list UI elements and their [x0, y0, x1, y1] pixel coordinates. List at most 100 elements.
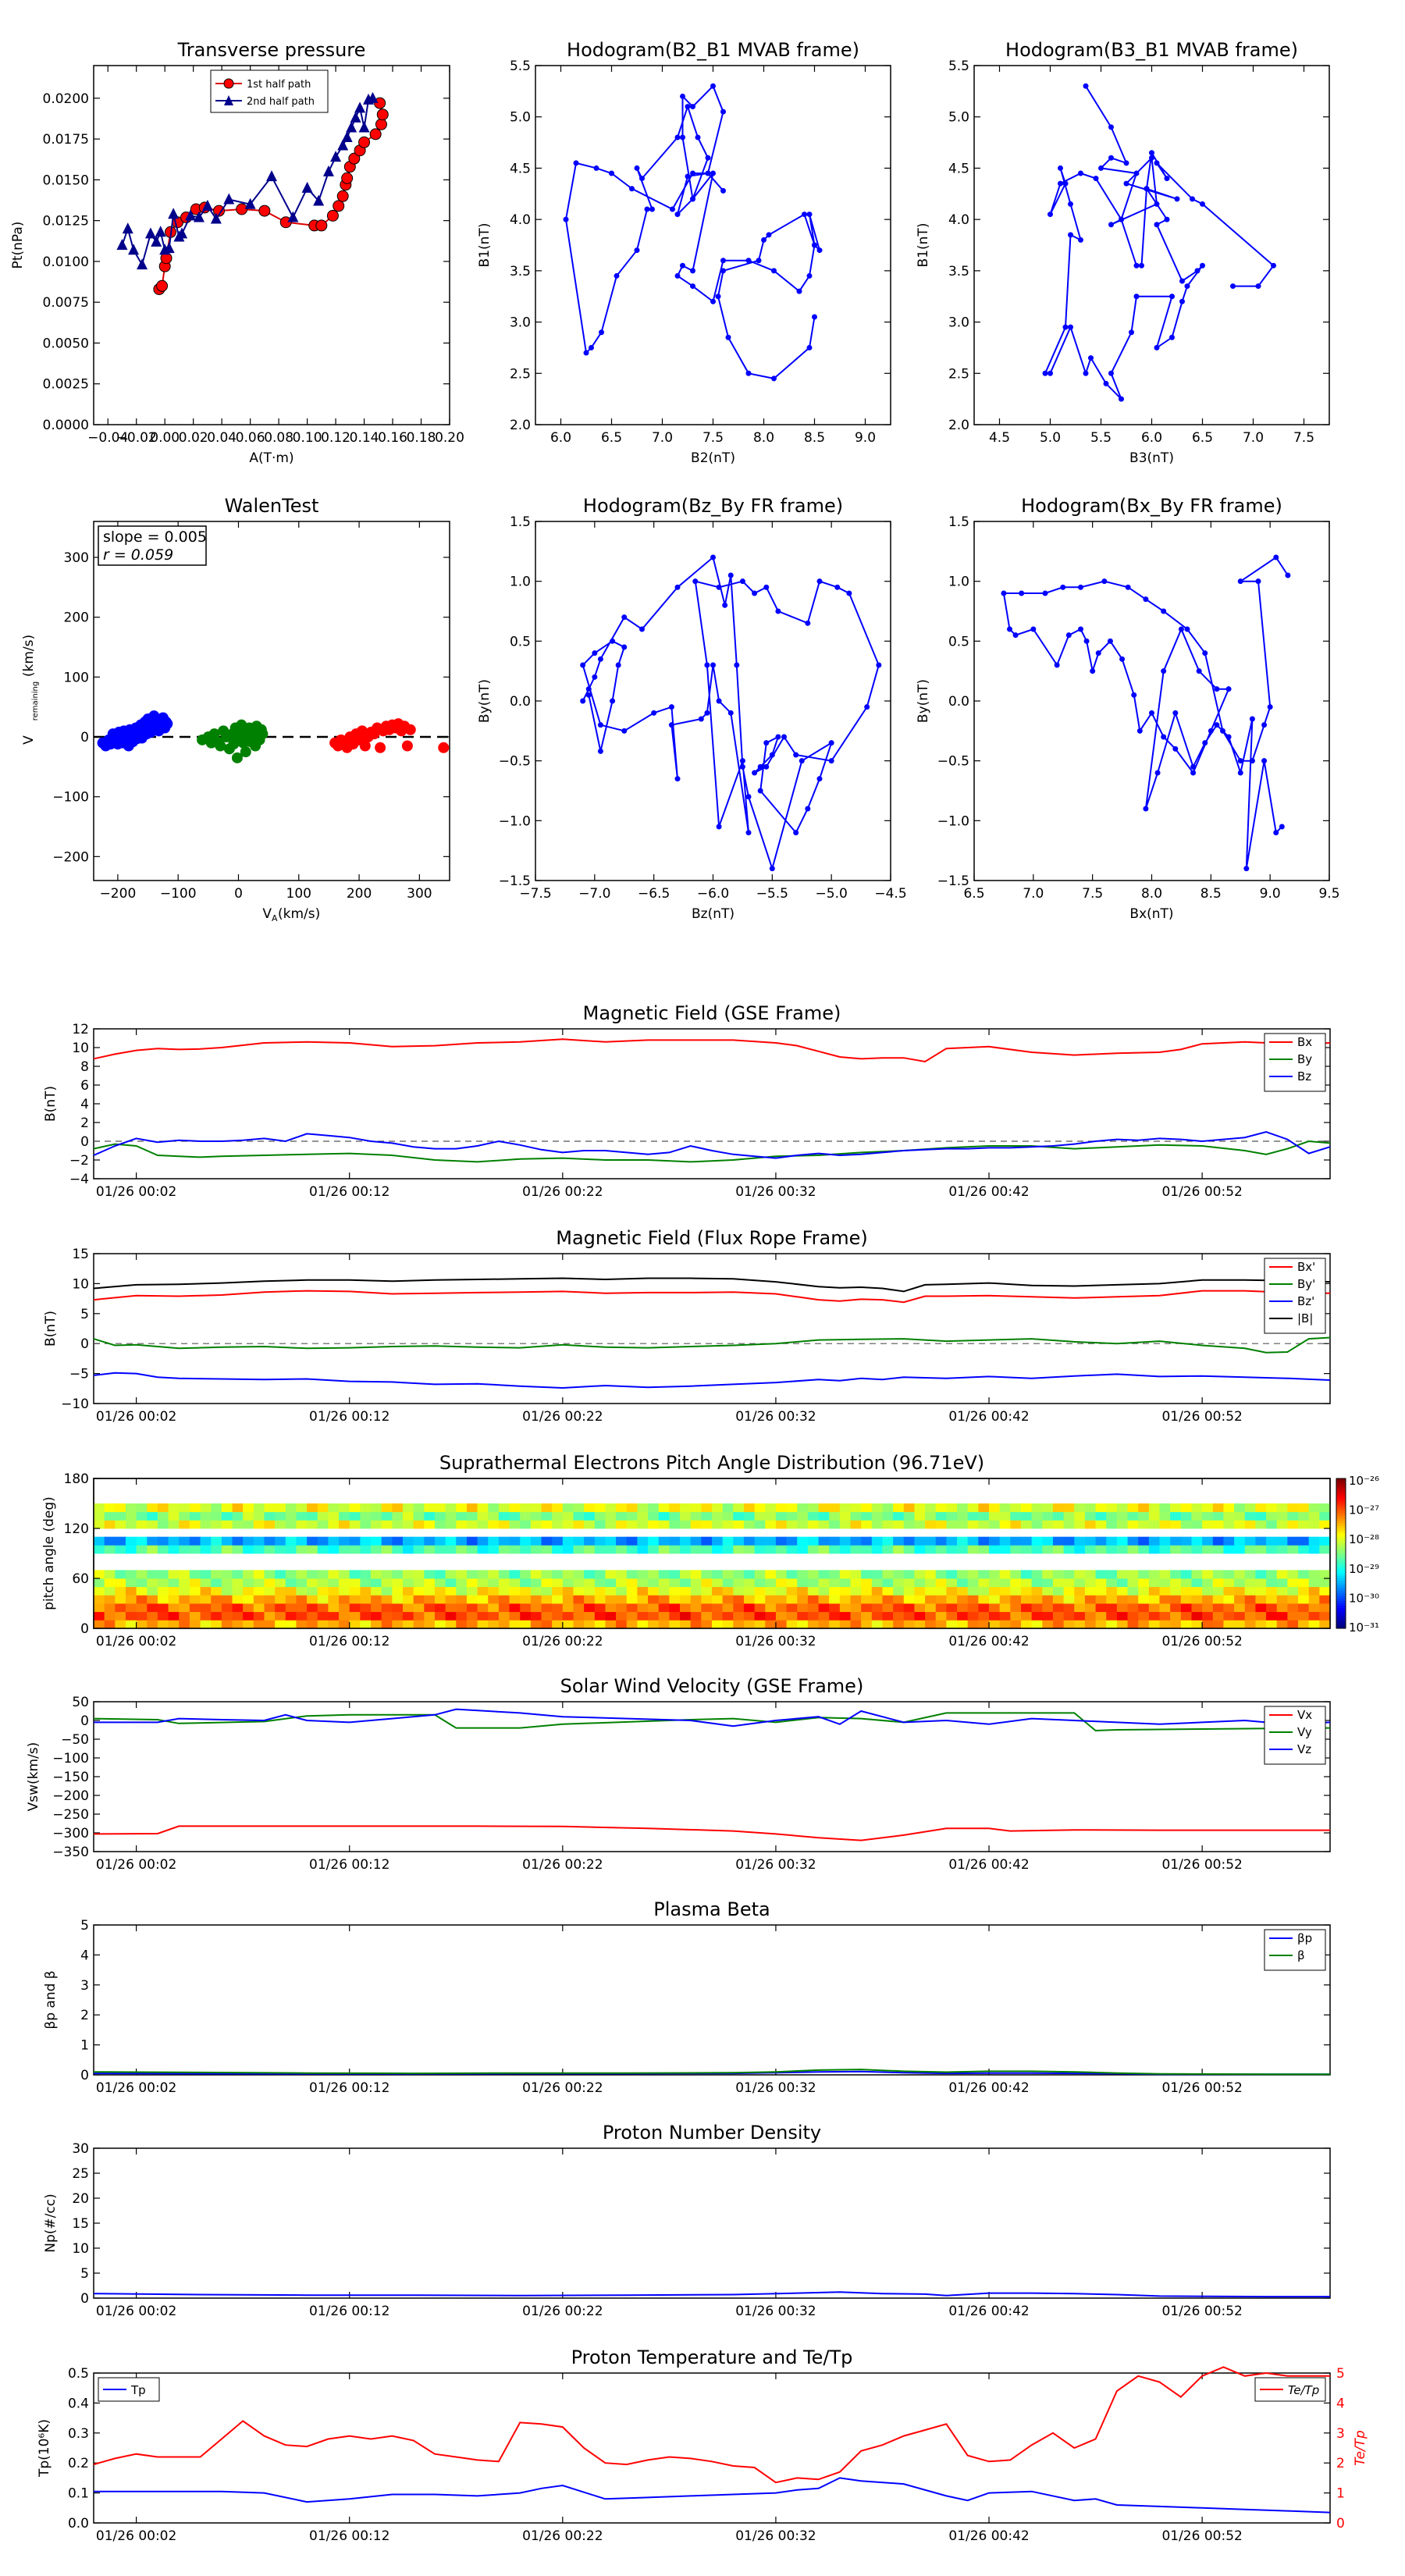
- pad-cell: [967, 1545, 979, 1554]
- pad-cell: [712, 1520, 724, 1529]
- tp-xtick-label: 01/26 00:42: [948, 2528, 1029, 2544]
- hz-point: [592, 674, 598, 680]
- pad-colorbar-label: 10⁻²⁸: [1349, 1532, 1379, 1546]
- pad-cell: [136, 1570, 148, 1579]
- h31-point: [1164, 216, 1170, 222]
- pad-cell: [648, 1570, 660, 1579]
- pad-cell: [157, 1570, 169, 1579]
- pad-xtick-label: 01/26 00:22: [522, 1634, 603, 1649]
- pad-cell: [1180, 1520, 1193, 1529]
- pad-cell: [743, 1511, 756, 1521]
- pad-cell: [1244, 1578, 1257, 1588]
- hx-point: [1249, 716, 1255, 722]
- pad-cell: [189, 1520, 201, 1529]
- bgse-legend-label: Bx: [1297, 1035, 1312, 1049]
- pad-cell: [712, 1570, 724, 1579]
- pad-cell: [839, 1620, 852, 1629]
- h21-point: [629, 186, 635, 192]
- pad-cell: [1276, 1578, 1288, 1588]
- pad-cell: [456, 1545, 468, 1554]
- pad-cell: [360, 1511, 372, 1521]
- pad-cell: [871, 1578, 884, 1588]
- pad-cell: [168, 1545, 180, 1554]
- pad-cell: [1052, 1620, 1065, 1629]
- pt-point: [354, 101, 366, 113]
- pad-cell: [680, 1536, 692, 1546]
- pad-cell: [669, 1503, 681, 1513]
- pad-cell: [701, 1520, 713, 1529]
- pad-cell: [243, 1620, 254, 1629]
- pad-cell: [1148, 1586, 1161, 1596]
- pt-point: [279, 216, 292, 229]
- hz-point: [639, 626, 645, 632]
- pad-cell: [616, 1536, 628, 1546]
- pad-cell: [882, 1620, 894, 1629]
- pad-cell: [1234, 1536, 1246, 1546]
- pad-cell: [179, 1603, 190, 1613]
- pad-cell: [1191, 1520, 1203, 1529]
- pad-cell: [1191, 1536, 1203, 1546]
- pad-colorbar-cell: [1336, 1568, 1346, 1571]
- hz-point: [763, 740, 770, 746]
- pad-cell: [722, 1595, 734, 1604]
- hz-point: [674, 776, 681, 782]
- pad-cell: [1266, 1603, 1278, 1613]
- bgse-series-line: [93, 1130, 1331, 1159]
- hx-xtick-label: 6.5: [963, 886, 984, 902]
- h31-point: [1179, 278, 1185, 284]
- pad-cell: [360, 1570, 372, 1579]
- pt-point: [301, 181, 313, 193]
- h31-xtick-label: 7.5: [1293, 430, 1314, 446]
- pad-cell: [307, 1503, 318, 1513]
- pad-cell: [232, 1570, 244, 1579]
- pad-cell: [403, 1603, 414, 1613]
- vsw-xtick-label: 01/26 00:02: [96, 1857, 176, 1873]
- pad-cell: [328, 1620, 340, 1629]
- pad-cell: [893, 1511, 905, 1521]
- pad-cell: [189, 1611, 201, 1621]
- h21-ytick-label: 2.0: [510, 418, 531, 433]
- pad-cell: [989, 1578, 1001, 1588]
- pad-cell: [1180, 1603, 1193, 1613]
- hx-xtick-label: 9.5: [1318, 886, 1339, 902]
- pad-cell: [339, 1595, 350, 1604]
- pad-cell: [456, 1620, 468, 1629]
- hx-point: [1172, 745, 1179, 752]
- hx-point: [1214, 722, 1220, 728]
- pad-cell: [999, 1520, 1011, 1529]
- pad-cell: [807, 1536, 820, 1546]
- pad-cell: [1202, 1603, 1214, 1613]
- pad-cell: [573, 1536, 585, 1546]
- pad-cell: [594, 1578, 606, 1588]
- pad-cell: [807, 1520, 820, 1529]
- pad-cell: [1074, 1570, 1086, 1579]
- pad-cell: [520, 1536, 532, 1546]
- pad-cell: [989, 1520, 1001, 1529]
- pad-cell: [1234, 1603, 1246, 1613]
- h21-point: [771, 268, 777, 274]
- h31-xtick-label: 7.0: [1243, 430, 1264, 446]
- h31-point: [1048, 370, 1053, 376]
- pad-cell: [296, 1520, 308, 1529]
- pad-cell: [1084, 1520, 1097, 1529]
- vsw-ytick-label: 0: [80, 1713, 89, 1729]
- pad-colorbar-cell: [1336, 1543, 1346, 1546]
- pad-cell: [125, 1545, 137, 1554]
- pad-cell: [1319, 1545, 1331, 1554]
- beta-ytick-label: 5: [80, 1918, 89, 1934]
- pad-cell: [733, 1511, 745, 1521]
- pad-cell: [434, 1620, 446, 1629]
- np-ytick-label: 10: [72, 2241, 89, 2257]
- pad-cell: [1159, 1611, 1171, 1621]
- pad-cell: [935, 1578, 948, 1588]
- hx-ytick-label: 1.5: [948, 514, 969, 530]
- pad-cell: [445, 1520, 457, 1529]
- pad-cell: [168, 1603, 180, 1613]
- pad-cell: [477, 1503, 489, 1513]
- np-ytick-label: 25: [72, 2166, 89, 2182]
- pt-point: [313, 194, 325, 206]
- pad-cell: [1234, 1520, 1246, 1529]
- pad-colorbar-cell: [1336, 1613, 1346, 1617]
- h31-title: Hodogram(B3_B1 MVAB frame): [1005, 39, 1298, 61]
